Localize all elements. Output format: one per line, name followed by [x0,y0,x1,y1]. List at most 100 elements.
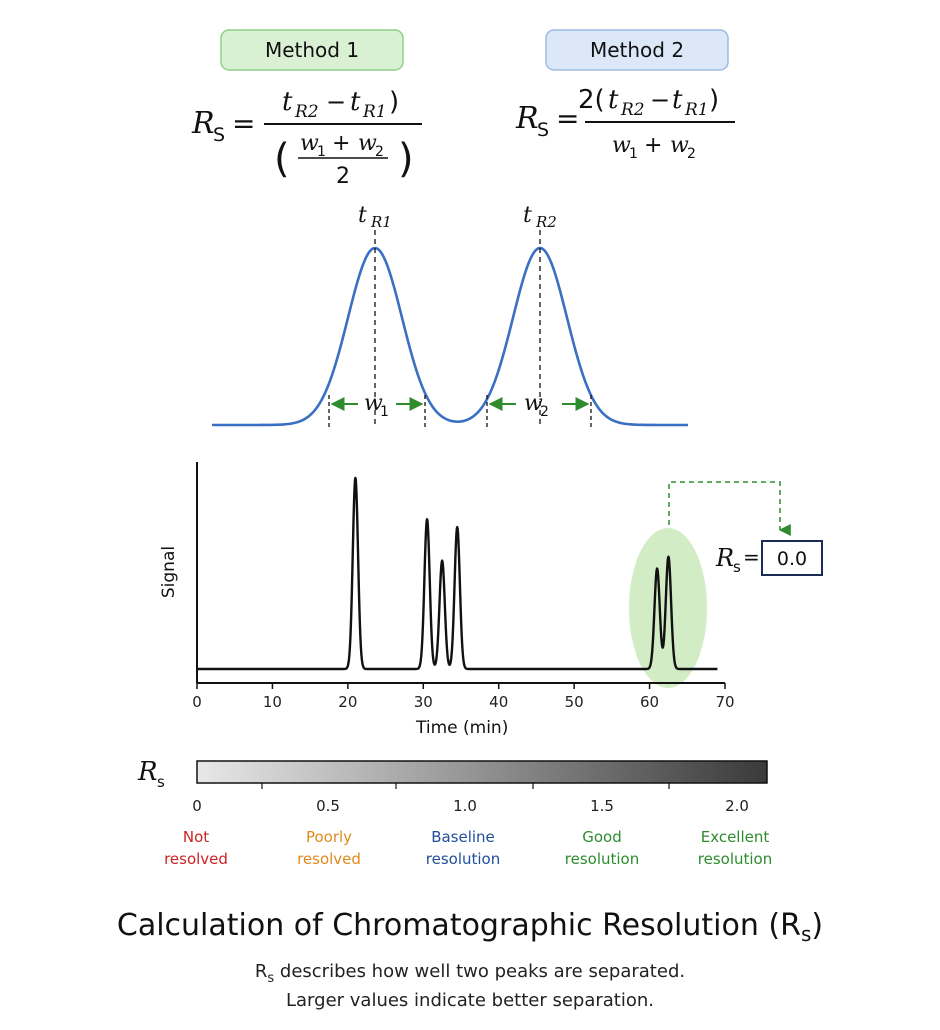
category-3-line2: resolution [565,850,639,868]
peak-1-label: t [358,203,367,228]
svg-text:t: t [608,85,619,115]
x-tick-label: 50 [565,693,584,711]
svg-text:t: t [672,85,683,115]
svg-text:1: 1 [317,144,326,160]
formula-2-lhs: R [515,101,539,136]
formula-method-1: R S = t R2 − t R1 ) ( w 1 + w 2 2 ) [191,87,422,189]
formula-method-2: R S = 2( t R2 − t R1 ) w 1 + w 2 [515,85,735,162]
svg-text:2(: 2( [578,85,605,115]
category-1-line2: resolved [297,850,361,868]
rs-label-equals: = [743,545,760,569]
scale-tick-4: 2.0 [725,797,749,815]
scale-gradient-bar [196,760,768,784]
scale-category-not-resolved: Not resolved [164,828,228,868]
width-2-sub: 2 [540,404,549,420]
chromatogram: 0 10 20 30 40 50 60 70 Time (min) Signal R s = … [159,462,823,738]
formula-2-lhs-sub: S [537,119,549,141]
svg-text:2: 2 [336,164,350,189]
svg-text:R1: R1 [362,102,387,122]
method-1-label: Method 1 [265,38,359,62]
x-tick-label: 40 [489,693,508,711]
x-tick-label: 60 [640,693,659,711]
peak-2-label: t [523,203,532,228]
rs-pointer-arrow [668,481,791,536]
svg-text:(: ( [274,136,290,182]
formula-1-lhs-sub: S [213,124,225,146]
peak-1-sub: R1 [370,213,392,231]
category-4-line2: resolution [698,850,772,868]
svg-text:1: 1 [629,146,638,162]
peak-schematic: t R1 t R2 w 1 w 2 [212,203,688,430]
scale-label-symbol: R [137,757,158,787]
highlight-ellipse [629,528,707,688]
scale-category-good: Good resolution [565,828,639,868]
x-tick-label: 0 [192,693,202,711]
y-axis-label: Signal [159,546,179,598]
svg-text:): ) [389,87,399,117]
x-tick-label: 20 [338,693,357,711]
scale-category-poorly-resolved: Poorly resolved [297,828,361,868]
category-4-line1: Excellent [701,828,770,846]
svg-text:2: 2 [375,144,384,160]
x-axis-label: Time (min) [415,718,508,738]
width-1-label: w [364,391,383,416]
svg-text:w: w [612,133,631,158]
formula-1-lhs: R [191,106,215,141]
svg-text:2: 2 [687,146,696,162]
category-0-line2: resolved [164,850,228,868]
svg-text:t: t [282,87,293,117]
chromatogram-trace [196,476,719,671]
scale-label-sub: s [157,773,165,791]
rs-label-sub: s [733,558,741,576]
subtitle-sub: s [267,971,274,986]
x-axis-ticks: 0 10 20 30 40 50 60 70 [192,683,735,711]
x-tick-label: 10 [263,693,282,711]
title-end: ) [811,908,823,943]
svg-text:): ) [398,136,414,182]
category-3-line1: Good [582,828,622,846]
category-2-line2: resolution [426,850,500,868]
scale-tick-1: 0.5 [316,797,340,815]
rs-scale: R s 0 0.5 1.0 1.5 2.0 Not resolved Poorl… [137,757,772,868]
svg-text:t: t [350,87,361,117]
width-1-sub: 1 [380,404,389,420]
formula-1-denominator: ( w 1 + w 2 2 ) [274,131,414,189]
width-2-label: w [524,391,543,416]
svg-text:w: w [670,133,689,158]
rs-value-box [761,540,823,576]
svg-text:R1: R1 [684,100,709,120]
figure-title: Calculation of Chromatographic Resolutio… [117,908,823,946]
scale-tick-3: 1.5 [590,797,614,815]
svg-text:+: + [332,131,350,156]
category-2-line1: Baseline [431,828,495,846]
formula-2-equals: = [556,102,579,135]
category-1-line1: Poorly [306,828,352,846]
scale-category-excellent: Excellent resolution [698,828,772,868]
subtitle-line-2: Larger values indicate better separation… [286,990,654,1011]
rs-label-symbol: R [715,544,734,572]
subtitle-rest: describes how well two peaks are separat… [274,961,685,982]
method-1-pill: Method 1 [220,29,404,71]
category-0-line1: Not [183,828,209,846]
method-2-pill: Method 2 [545,29,729,71]
formula-2-numerator: 2( t R2 − t R1 ) [578,85,719,120]
x-tick-label: 30 [414,693,433,711]
scale-category-baseline: Baseline resolution [426,828,500,868]
svg-text:w: w [300,131,319,156]
title-main: Calculation of Chromatographic Resolutio… [117,908,801,943]
svg-text:−: − [650,86,670,114]
svg-text:R2: R2 [620,100,645,120]
method-2-label: Method 2 [590,38,684,62]
rs-value: 0.0 [777,548,807,570]
svg-text:−: − [326,88,346,116]
svg-text:+: + [644,133,662,158]
svg-text:w: w [358,131,377,156]
gaussian-peaks-curve [212,246,688,427]
formula-1-numerator: t R2 − t R1 ) [282,87,399,122]
svg-text:): ) [709,85,719,115]
formula-2-denominator: w 1 + w 2 [612,133,696,162]
scale-minor-ticks [261,783,670,789]
title-sub: s [801,922,811,946]
formula-1-equals: = [232,107,255,140]
svg-text:R2: R2 [294,102,319,122]
